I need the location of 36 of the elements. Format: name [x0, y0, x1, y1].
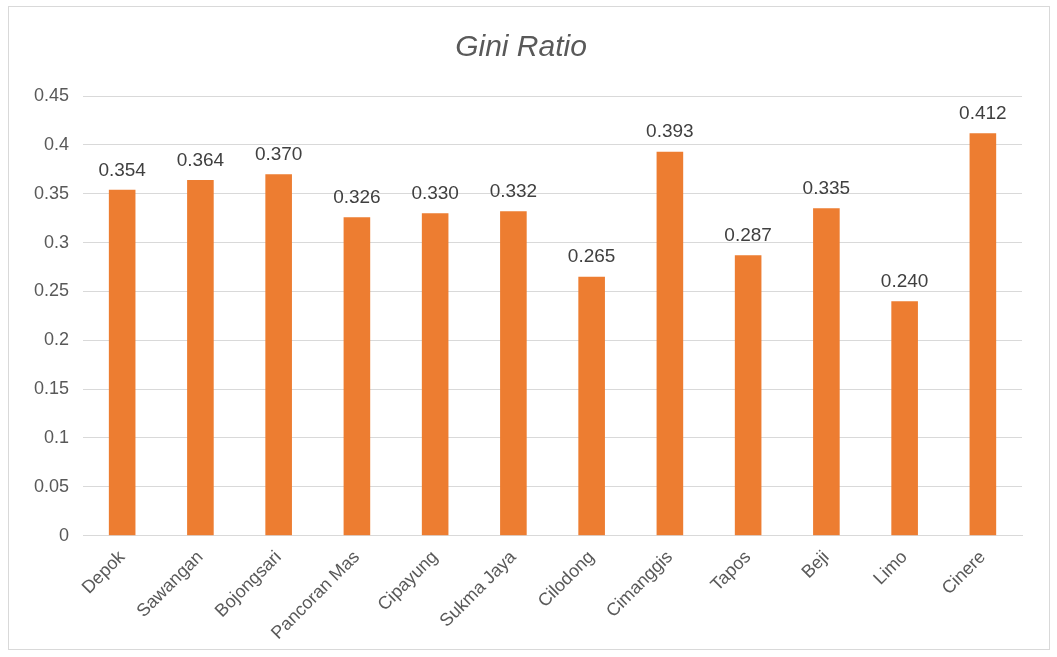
- bar: [500, 211, 527, 536]
- x-tick-label: Beji: [797, 546, 833, 582]
- bar: [969, 133, 997, 536]
- data-label: 0.330: [411, 181, 459, 203]
- bar: [187, 180, 214, 536]
- bar: [734, 255, 762, 536]
- y-tick-label: 0.3: [44, 231, 70, 252]
- data-label: 0.265: [567, 245, 616, 267]
- bar: [813, 208, 840, 536]
- bar: [891, 301, 918, 536]
- data-label: 0.354: [98, 158, 147, 180]
- y-tick-label: 0.35: [33, 182, 70, 203]
- bar: [578, 276, 605, 536]
- y-tick-label: 0.05: [33, 475, 70, 496]
- data-label: 0.370: [254, 142, 303, 164]
- y-tick-label: 0.2: [44, 329, 70, 350]
- data-label: 0.287: [724, 223, 772, 245]
- y-tick-label: 0.15: [33, 378, 70, 399]
- y-tick-label: 0.25: [33, 280, 70, 301]
- bar: [265, 174, 292, 536]
- bar: [108, 189, 136, 536]
- bar: [421, 213, 449, 536]
- data-label: 0.364: [176, 148, 225, 170]
- bar: [656, 151, 684, 536]
- y-tick-label: 0: [59, 524, 70, 545]
- data-label: 0.326: [333, 185, 381, 207]
- bar: [343, 217, 371, 536]
- data-label: 0.412: [959, 101, 1007, 123]
- data-label: 0.240: [880, 269, 929, 291]
- chart-title: Gini Ratio: [455, 29, 587, 63]
- y-tick-label: 0.45: [33, 84, 70, 105]
- data-label: 0.393: [646, 120, 694, 142]
- data-label: 0.335: [802, 177, 851, 199]
- y-tick-label: 0.1: [44, 426, 70, 447]
- data-label: 0.332: [489, 180, 538, 202]
- y-tick-label: 0.4: [44, 133, 70, 154]
